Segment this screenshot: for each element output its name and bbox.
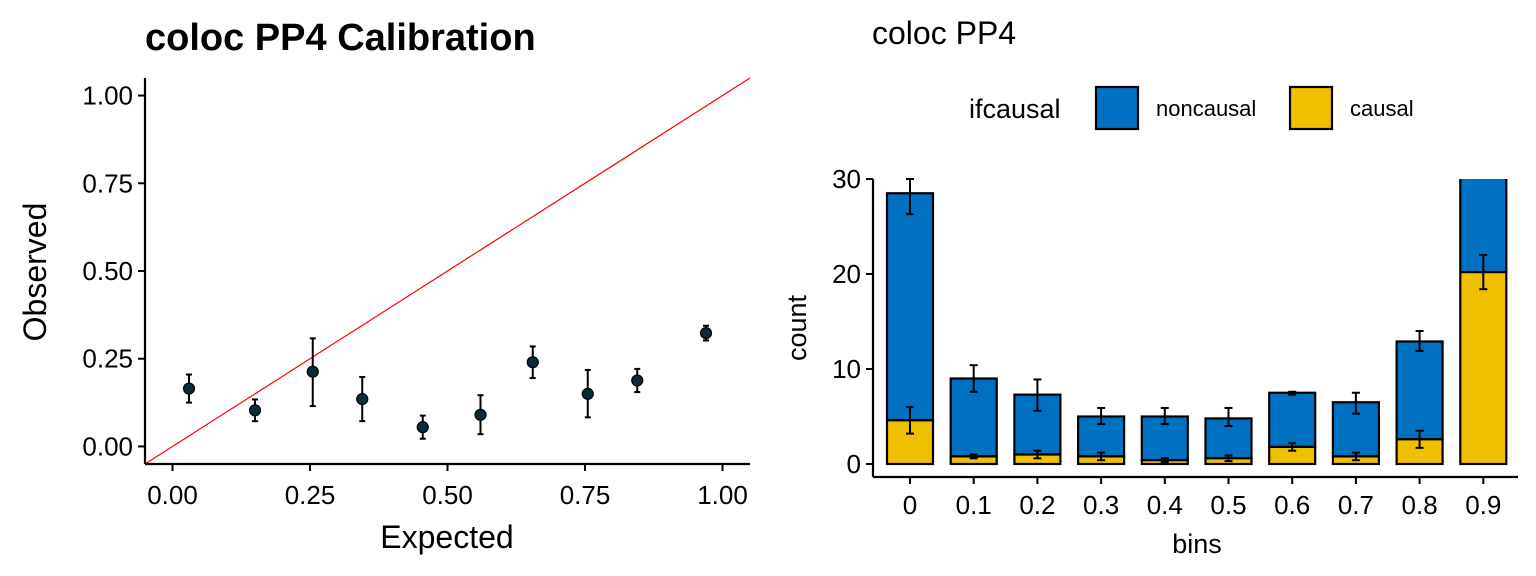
x-tick-label: 0.25 <box>285 480 336 510</box>
x-tick-label: 0 <box>903 490 917 520</box>
x-tick-label: 0.6 <box>1274 490 1310 520</box>
data-point <box>631 374 644 387</box>
y-tick-label: 20 <box>832 259 861 289</box>
y-tick-label: 0.25 <box>82 344 133 374</box>
data-point <box>581 387 594 400</box>
legend-swatch-noncausal <box>1094 85 1140 131</box>
y-tick-label: 0.00 <box>82 431 133 461</box>
identity-line <box>144 77 751 465</box>
data-point <box>182 382 196 395</box>
x-tick-label: 0.00 <box>147 480 198 510</box>
y-tick-label: 10 <box>832 354 861 384</box>
histogram-xlabel: bins <box>1172 529 1222 559</box>
legend-label-noncausal: noncausal <box>1156 96 1256 121</box>
x-tick-label: 0.75 <box>560 480 611 510</box>
x-tick-label: 0.5 <box>1210 490 1246 520</box>
legend-title: ifcausal <box>969 94 1061 124</box>
x-tick-label: 0.1 <box>956 490 992 520</box>
x-tick-label: 0.3 <box>1083 490 1119 520</box>
data-point <box>474 408 487 421</box>
data-point <box>416 421 429 434</box>
data-point <box>356 392 369 406</box>
histogram-plot: 0 10 20 30 0 0.1 0.2 0.3 0.4 0.5 0.6 0.7 0.8 0.9 <box>832 164 1518 520</box>
histogram-title: coloc PP4 <box>872 15 1016 51</box>
y-tick-label: 1.00 <box>82 81 133 111</box>
legend-swatch-causal <box>1288 85 1334 131</box>
x-tick-label: 0.2 <box>1019 490 1055 520</box>
data-point <box>248 404 262 417</box>
data-point <box>699 327 713 340</box>
x-tick-label: 0.4 <box>1147 490 1183 520</box>
data-point <box>526 356 539 369</box>
bar-noncausal <box>885 192 935 422</box>
histogram-legend: ifcausal noncausal causal <box>969 85 1414 131</box>
calibration-ylabel: Observed <box>17 203 53 342</box>
bar-noncausal <box>1268 391 1317 449</box>
calibration-title: coloc PP4 Calibration <box>145 17 536 59</box>
y-tick-label: 30 <box>832 164 861 194</box>
bars <box>885 179 1508 466</box>
y-tick-label: 0.50 <box>82 256 133 286</box>
x-tick-label: 0.50 <box>422 480 473 510</box>
bar-noncausal <box>1395 340 1444 441</box>
calibration-plot: 0.00 0.25 0.50 0.75 1.00 0.00 0.25 0.50 0.75 1.00 <box>82 77 751 510</box>
x-tick-label: 0.9 <box>1465 490 1501 520</box>
calibration-xlabel: Expected <box>380 519 513 555</box>
bar-causal <box>1459 271 1508 466</box>
histogram-ylabel: count <box>782 294 812 361</box>
x-tick-label: 0.8 <box>1402 490 1438 520</box>
x-tick-label: 1.00 <box>697 480 748 510</box>
data-point <box>306 365 319 378</box>
y-tick-label: 0.75 <box>82 168 133 198</box>
x-tick-label: 0.7 <box>1338 490 1374 520</box>
y-tick-label: 0 <box>847 449 861 479</box>
legend-label-causal: causal <box>1350 96 1414 121</box>
